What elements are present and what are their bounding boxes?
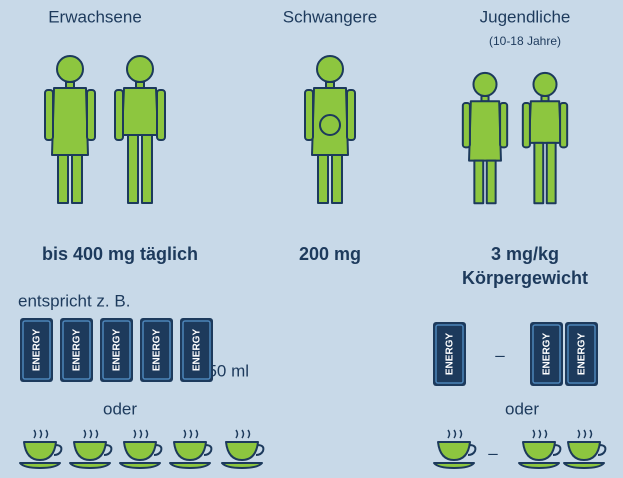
head xyxy=(533,73,556,96)
group-label: Erwachsene xyxy=(48,7,142,26)
can-label: ENERGY xyxy=(192,329,203,372)
can-icon: ENERGY xyxy=(530,322,563,386)
leg xyxy=(58,155,68,203)
saucer xyxy=(120,463,160,468)
leg xyxy=(474,161,483,204)
saucer xyxy=(434,463,474,468)
torso xyxy=(122,88,158,135)
saucer xyxy=(222,463,262,468)
head xyxy=(317,56,343,82)
leg xyxy=(487,161,496,204)
arm xyxy=(560,103,567,147)
can-icon: ENERGY xyxy=(20,318,53,382)
can-label: ENERGY xyxy=(152,329,163,372)
can-icon: ENERGY xyxy=(180,318,213,382)
amount: bis 400 mg täglich xyxy=(42,244,198,264)
can-label: ENERGY xyxy=(112,329,123,372)
can-label: ENERGY xyxy=(542,333,553,376)
can-icon: ENERGY xyxy=(565,322,598,386)
saucer xyxy=(70,463,110,468)
amount: 3 mg/kg xyxy=(491,244,559,264)
amount: Körpergewicht xyxy=(462,268,588,288)
saucer xyxy=(170,463,210,468)
arm xyxy=(87,90,95,140)
can-label: ENERGY xyxy=(32,329,43,372)
torso xyxy=(529,101,561,143)
can-label: ENERGY xyxy=(577,333,588,376)
range-separator: – xyxy=(488,443,498,462)
arm xyxy=(45,90,53,140)
head xyxy=(127,56,153,82)
leg xyxy=(142,135,152,203)
amount: 200 mg xyxy=(299,244,361,264)
can-label: ENERGY xyxy=(445,333,456,376)
leg xyxy=(128,135,138,203)
torso xyxy=(469,101,501,160)
baby xyxy=(320,115,340,135)
torso xyxy=(52,88,88,155)
can-icon: ENERGY xyxy=(100,318,133,382)
leg xyxy=(332,155,342,203)
arm xyxy=(463,103,470,147)
can-icon: ENERGY xyxy=(140,318,173,382)
group-label: Jugendliche xyxy=(480,7,571,26)
head xyxy=(473,73,496,96)
head xyxy=(57,56,83,82)
arm xyxy=(347,90,355,140)
can-icon: ENERGY xyxy=(60,318,93,382)
can-label: ENERGY xyxy=(72,329,83,372)
or-text: oder xyxy=(505,399,539,418)
or-text: oder xyxy=(103,399,137,418)
intro-text: entspricht z. B. xyxy=(18,291,130,310)
arm xyxy=(523,103,530,147)
infographic: Erwachsene Schwangere Jugendliche (10-18… xyxy=(0,0,623,478)
range-separator: – xyxy=(495,345,505,364)
leg xyxy=(534,143,543,203)
leg xyxy=(318,155,328,203)
saucer xyxy=(20,463,60,468)
saucer xyxy=(519,463,559,468)
arm xyxy=(305,90,313,140)
leg xyxy=(547,143,556,203)
arm xyxy=(115,90,123,140)
can-icon: ENERGY xyxy=(433,322,466,386)
group-label: Schwangere xyxy=(283,7,378,26)
arm xyxy=(500,103,507,147)
group-sublabel: (10-18 Jahre) xyxy=(489,34,561,48)
saucer xyxy=(564,463,604,468)
leg xyxy=(72,155,82,203)
arm xyxy=(157,90,165,140)
